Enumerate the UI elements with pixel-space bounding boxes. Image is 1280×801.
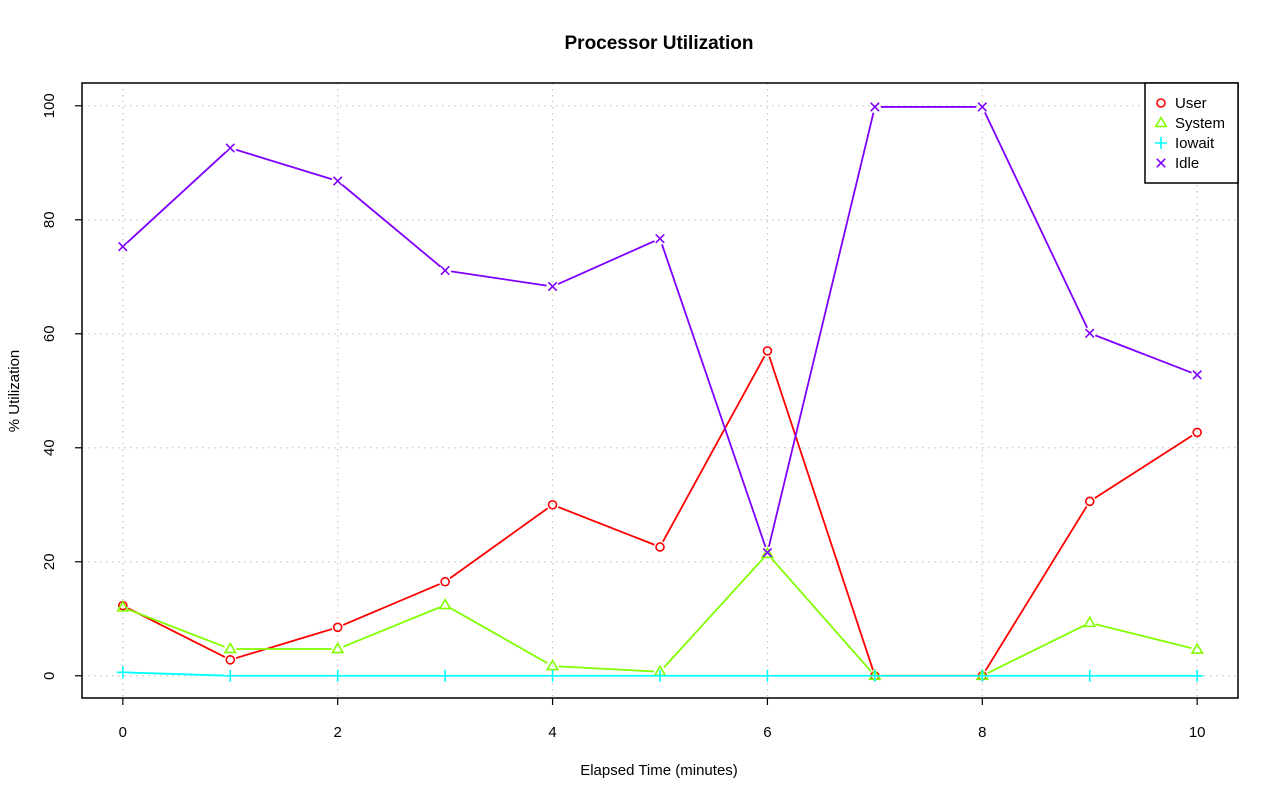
point-iowait — [546, 669, 559, 682]
series-line-idle — [557, 240, 655, 285]
x-axis: 0 2 4 6 8 10 — [119, 698, 1206, 741]
x-axis-label: Elapsed Time (minutes) — [580, 762, 738, 779]
series-line-user — [449, 507, 549, 579]
series-line-idle — [126, 151, 227, 244]
series-line-system — [449, 607, 548, 664]
legend-label-iowait: Iowait — [1175, 135, 1215, 152]
x-tick-label: 6 — [763, 724, 771, 741]
grid-lines — [82, 83, 1238, 698]
x-tick-label: 2 — [334, 724, 342, 741]
x-tick-label: 4 — [548, 724, 556, 741]
legend-items: User System Iowait Idle — [1154, 95, 1225, 172]
legend-label-user: User — [1175, 95, 1207, 112]
x-tick-label: 8 — [978, 724, 986, 741]
point-idle — [332, 176, 343, 186]
point-system — [116, 600, 130, 612]
series-line-user — [235, 628, 333, 659]
point-idle — [977, 102, 988, 112]
series-line-idle — [661, 243, 767, 548]
series-line-user — [557, 506, 655, 546]
series-line-idle — [984, 111, 1088, 329]
legend-marker-iowait — [1155, 137, 1167, 149]
series-line-idle — [767, 112, 875, 548]
series-line-iowait — [128, 671, 225, 677]
point-idle — [1084, 328, 1095, 338]
series-line-user — [342, 583, 440, 626]
series-line-idle — [341, 184, 442, 268]
point-user — [225, 655, 236, 665]
legend-marker-idle — [1156, 158, 1166, 168]
series-line-user — [984, 505, 1088, 672]
point-idle — [547, 281, 558, 292]
series-line-system — [342, 606, 440, 648]
plot-frame — [81, 82, 1239, 699]
series-line-user — [662, 355, 766, 543]
point-user — [762, 346, 773, 356]
series-line-system — [770, 557, 872, 672]
series-line-user — [1094, 434, 1193, 499]
point-user — [1084, 496, 1095, 507]
legend-marker-user — [1156, 98, 1166, 108]
series-layer — [116, 102, 1204, 682]
point-system — [223, 641, 237, 654]
x-tick-label: 10 — [1189, 724, 1206, 741]
series-line-system — [663, 557, 765, 668]
series-system — [116, 546, 1204, 681]
legend-marker-system — [1154, 115, 1168, 128]
point-idle — [1192, 370, 1202, 380]
point-idle — [655, 233, 665, 244]
point-system — [1083, 615, 1097, 628]
series-line-system — [987, 624, 1085, 674]
point-user — [332, 622, 343, 633]
point-idle — [870, 102, 880, 112]
point-iowait — [1191, 669, 1204, 682]
y-axis: 0 20 40 60 80 100 — [41, 93, 82, 680]
point-user — [547, 499, 558, 510]
series-line-user — [768, 356, 874, 671]
point-iowait — [868, 669, 881, 682]
point-system — [545, 658, 560, 671]
point-iowait — [439, 669, 452, 682]
legend: User System Iowait Idle — [1144, 82, 1239, 184]
legend-label-system: System — [1175, 115, 1225, 132]
y-tick-label: 40 — [41, 439, 58, 456]
point-idle — [118, 241, 128, 252]
y-tick-label: 80 — [41, 211, 58, 228]
point-system — [438, 597, 452, 610]
point-system — [1190, 642, 1204, 654]
point-user — [1192, 427, 1202, 438]
series-line-idle — [450, 270, 547, 287]
series-line-idle — [1095, 334, 1192, 374]
point-iowait — [116, 666, 129, 679]
y-axis-label: % Utilization — [6, 350, 23, 433]
y-tick-label: 0 — [41, 672, 58, 680]
point-iowait — [976, 669, 989, 682]
point-iowait — [761, 669, 774, 682]
point-iowait — [331, 669, 344, 682]
series-user — [118, 346, 1202, 681]
y-tick-label: 20 — [41, 553, 58, 570]
point-idle — [225, 143, 236, 153]
point-system — [331, 641, 345, 654]
point-iowait — [1083, 669, 1096, 682]
series-line-system — [128, 608, 225, 648]
x-tick-label: 0 — [119, 724, 127, 741]
point-system — [760, 546, 775, 559]
y-tick-label: 60 — [41, 325, 58, 342]
y-tick-label: 100 — [41, 93, 58, 118]
series-iowait — [116, 666, 1204, 682]
series-line-system — [1095, 623, 1192, 649]
chart-title: Processor Utilization — [565, 33, 754, 54]
point-idle — [762, 547, 773, 558]
point-idle — [440, 265, 450, 276]
point-user — [440, 576, 450, 587]
point-iowait — [224, 669, 237, 682]
series-idle — [118, 102, 1202, 558]
legend-label-idle: Idle — [1175, 155, 1199, 172]
point-iowait — [654, 669, 666, 682]
series-line-system — [558, 665, 655, 673]
point-user — [655, 542, 665, 552]
series-line-idle — [235, 148, 333, 181]
